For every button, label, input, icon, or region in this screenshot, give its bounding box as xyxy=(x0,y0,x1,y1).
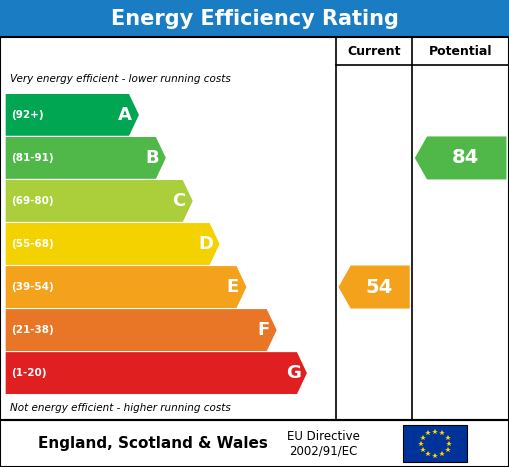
Text: G: G xyxy=(286,364,301,382)
Text: A: A xyxy=(119,106,132,124)
Text: (81-91): (81-91) xyxy=(11,153,54,163)
Bar xyxy=(0,420,509,467)
Bar xyxy=(0,37,509,420)
Text: Not energy efficient - higher running costs: Not energy efficient - higher running co… xyxy=(10,403,231,413)
Text: (39-54): (39-54) xyxy=(11,282,54,292)
Polygon shape xyxy=(338,266,410,309)
Text: England, Scotland & Wales: England, Scotland & Wales xyxy=(38,436,268,451)
Text: (1-20): (1-20) xyxy=(11,368,47,378)
Polygon shape xyxy=(415,136,506,179)
Text: 84: 84 xyxy=(452,149,479,168)
Text: D: D xyxy=(199,235,213,253)
Polygon shape xyxy=(5,309,277,352)
Text: (21-38): (21-38) xyxy=(11,325,54,335)
Polygon shape xyxy=(5,222,220,266)
Text: Energy Efficiency Rating: Energy Efficiency Rating xyxy=(110,9,399,28)
Polygon shape xyxy=(5,352,307,395)
Text: Potential: Potential xyxy=(429,45,492,58)
Text: B: B xyxy=(146,149,159,167)
Text: Current: Current xyxy=(347,45,401,58)
Text: E: E xyxy=(227,278,239,296)
Text: C: C xyxy=(173,192,186,210)
Bar xyxy=(0,0,509,37)
Text: F: F xyxy=(257,321,269,339)
Text: 54: 54 xyxy=(365,277,393,297)
Polygon shape xyxy=(5,93,139,136)
Text: (69-80): (69-80) xyxy=(11,196,54,206)
Text: (55-68): (55-68) xyxy=(11,239,54,249)
Polygon shape xyxy=(5,136,166,179)
Polygon shape xyxy=(5,266,247,309)
Text: Very energy efficient - lower running costs: Very energy efficient - lower running co… xyxy=(10,74,231,85)
Text: EU Directive
2002/91/EC: EU Directive 2002/91/EC xyxy=(287,430,360,458)
Polygon shape xyxy=(5,179,193,222)
Text: (92+): (92+) xyxy=(11,110,44,120)
Bar xyxy=(403,425,467,462)
